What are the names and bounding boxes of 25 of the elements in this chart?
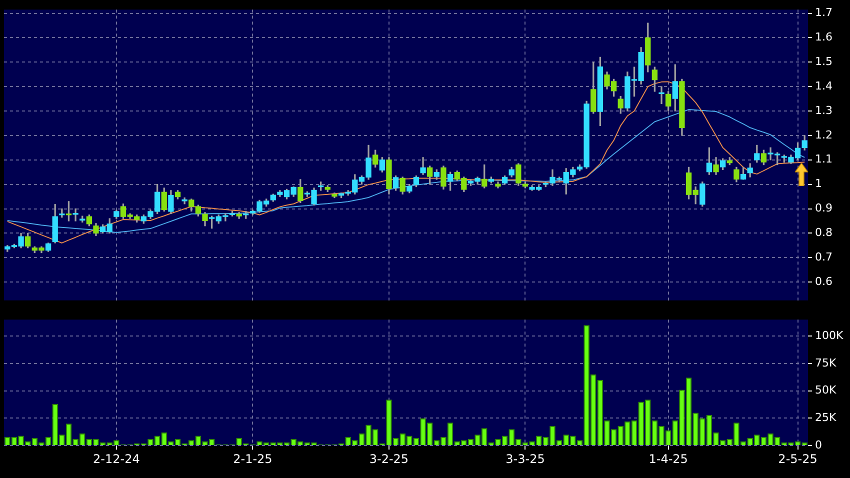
y-tick-label: 1.2 xyxy=(815,128,832,142)
x-tick-label: 2-12-24 xyxy=(93,452,140,466)
y-tick-label: 1 xyxy=(815,177,822,190)
x-tick-label: 3-3-25 xyxy=(506,452,545,466)
y-tick-label: 0.8 xyxy=(815,226,832,240)
y-tick-label: 1.7 xyxy=(815,6,832,20)
y-tick-label: 100K xyxy=(815,328,844,342)
y-tick-label: 1.4 xyxy=(815,79,832,92)
x-tick-label: 3-2-25 xyxy=(369,452,409,466)
y-tick-label: 0 xyxy=(815,438,822,452)
y-tick-label: 1.5 xyxy=(815,55,832,68)
y-tick-label: 1.3 xyxy=(815,104,832,117)
y-tick-label: 0.6 xyxy=(815,274,832,288)
candlestick xyxy=(72,208,78,222)
y-tick-label: 75K xyxy=(815,356,837,370)
y-tick-label: 25K xyxy=(815,411,837,424)
y-tick-label: 1.6 xyxy=(815,30,832,44)
y-tick-label: 0.9 xyxy=(815,202,832,215)
candlestick xyxy=(658,86,664,104)
x-tick-label: 2-1-25 xyxy=(233,452,272,466)
x-tick-label: 1-4-25 xyxy=(648,452,688,466)
y-tick-label: 50K xyxy=(815,384,837,397)
x-tick-label: 2-5-25 xyxy=(778,452,818,466)
y-tick-label: 0.7 xyxy=(815,250,832,264)
y-tick-label: 1.1 xyxy=(815,152,832,166)
